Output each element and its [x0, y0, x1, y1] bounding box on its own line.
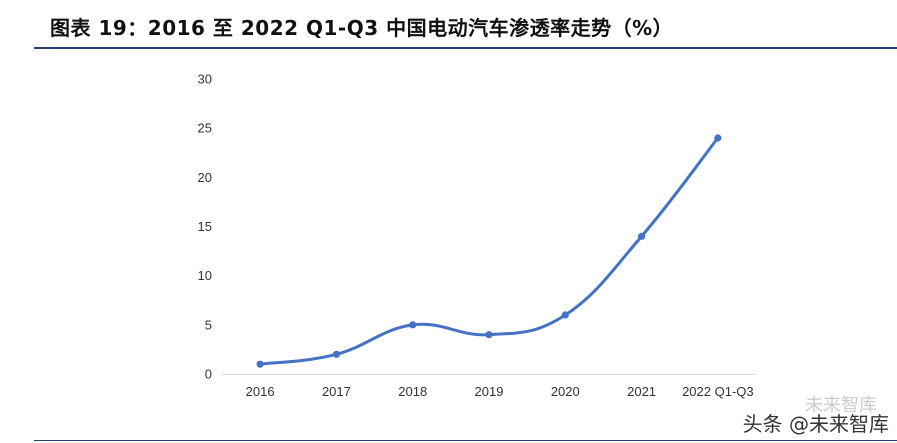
footer-rule — [34, 440, 897, 441]
data-point — [637, 232, 646, 240]
title-rule — [34, 47, 897, 49]
x-tick-label: 2016 — [246, 384, 275, 399]
data-point — [714, 134, 722, 142]
data-point — [409, 321, 417, 329]
y-tick-label: 30 — [198, 72, 212, 87]
y-tick-label: 15 — [198, 219, 212, 234]
data-point — [332, 350, 341, 358]
data-point — [561, 311, 569, 319]
watermark-main: 头条 @未来智库 — [742, 412, 889, 436]
y-tick-label: 5 — [205, 317, 212, 332]
y-tick-label: 0 — [205, 367, 212, 382]
watermark-faint: 未来智库 — [805, 395, 877, 416]
y-tick-label: 20 — [198, 170, 212, 185]
data-point — [256, 360, 264, 368]
x-tick-label: 2021 — [627, 384, 656, 399]
data-point — [485, 331, 493, 339]
x-tick-label: 2020 — [551, 384, 580, 399]
x-tick-label: 2019 — [475, 384, 504, 399]
y-tick-label: 25 — [198, 121, 212, 136]
x-tick-label: 2018 — [398, 384, 427, 399]
y-tick-label: 10 — [198, 268, 212, 283]
x-tick-label: 2017 — [322, 384, 351, 399]
chart-title: 图表 19：2016 至 2022 Q1-Q3 中国电动汽车渗透率走势（%） — [50, 16, 674, 40]
x-tick-label: 2022 Q1-Q3 — [682, 384, 754, 399]
series-line — [258, 136, 720, 366]
